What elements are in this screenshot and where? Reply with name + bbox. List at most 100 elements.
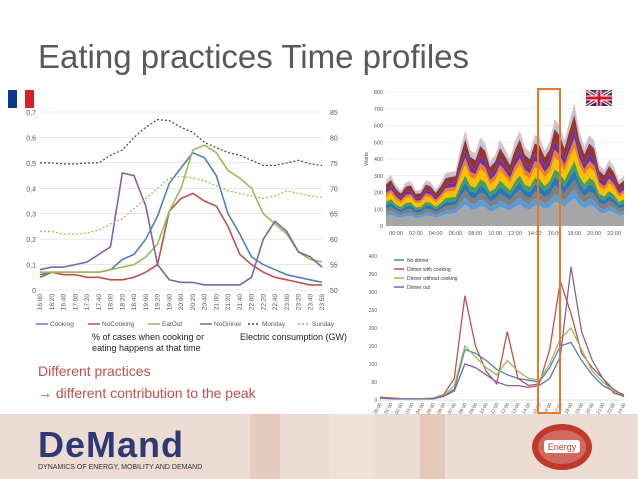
y-tick-label: 50	[371, 380, 377, 386]
series-line	[379, 341, 625, 400]
y2-tick-label: 50	[330, 288, 338, 295]
conclusion-line-1: Different practices	[38, 363, 151, 379]
x-tick-label: 20:00	[587, 231, 601, 237]
stacked-area-layer	[386, 189, 624, 218]
x-tick-label: 17:00	[72, 294, 79, 311]
y-tick-label: 0,7	[26, 110, 36, 117]
series-line-sunday	[40, 175, 323, 235]
y2-tick-label: 75	[330, 161, 338, 168]
y-tick-label: 0	[32, 288, 36, 295]
x-tick-label: 22:00	[606, 402, 617, 416]
france-caption-left: % of cases when cooking or eating happen…	[92, 332, 204, 354]
legend-label: Dinner without cooking	[407, 276, 458, 282]
x-tick-label: 23:20	[296, 294, 303, 311]
x-tick-label: 18:40	[131, 294, 138, 311]
x-tick-label: 08:00	[457, 402, 468, 416]
legend-label: Dinner out	[407, 285, 431, 291]
x-tick-label: 17:20	[84, 294, 91, 311]
series-line-monday	[40, 118, 323, 167]
legend-label: Dinner with cooking	[407, 267, 451, 273]
series-line-nocooking	[39, 192, 322, 286]
x-tick-label: 02:00	[394, 402, 405, 416]
x-tick-label: 07:00	[447, 402, 458, 416]
y2-tick-label: 80	[330, 135, 338, 142]
x-tick-label: 23:40	[307, 294, 314, 311]
x-tick-label: 14:00	[521, 402, 532, 416]
series-line	[379, 326, 625, 400]
legend-label: No dinner	[407, 258, 429, 264]
x-tick-label: 16:00	[542, 402, 553, 416]
france-time-profile-chart: 0 0,1 0,2 0,3 0,4 0,5 0,6 0,7 50 55 60 65 70 75 80 85 16…	[26, 110, 338, 328]
y-tick-label: 250	[369, 308, 378, 314]
series-line	[379, 280, 625, 400]
x-tick-label: 22:20	[260, 294, 267, 311]
x-tick-label: 18:00	[563, 402, 574, 416]
france-flag-icon	[8, 90, 34, 108]
x-tick-label: 18:00	[108, 294, 115, 311]
uk-watts-area-chart: 0 100 200 300 400 500 600 700 800 Watts 00:00 02:00…	[364, 90, 624, 237]
x-tick-label: 16:40	[61, 294, 68, 311]
legend-label: Monday	[262, 321, 286, 328]
x-tick-label: 12:00	[500, 402, 511, 416]
y-tick-label: 600	[374, 124, 383, 130]
series-line-eatout	[40, 144, 323, 273]
x-tick-label: 23:00	[617, 402, 628, 416]
x-tick-label: 22:40	[272, 294, 279, 311]
stacked-area-layer	[386, 108, 624, 194]
legend-label: NoCooking	[102, 321, 135, 328]
x-tick-label: 21:20	[225, 294, 232, 311]
x-tick-label: 19:20	[155, 294, 162, 311]
x-tick-label: 19:40	[166, 294, 173, 311]
x-tick-label: 04:00	[429, 231, 443, 237]
x-tick-label: 20:40	[202, 294, 209, 311]
x-tick-label: 20:00	[585, 402, 596, 416]
x-tick-label: 05:00	[426, 402, 437, 416]
y-tick-label: 300	[369, 290, 378, 296]
y-tick-label: 200	[374, 191, 383, 197]
series-line-nodinner	[39, 172, 323, 286]
stacked-area-layer	[386, 161, 624, 210]
demand-logo: DeMand DYNAMICS OF ENERGY, MOBILITY AND …	[38, 424, 218, 474]
y-tick-label: 300	[374, 174, 383, 180]
x-tick-label: 21:40	[237, 294, 244, 311]
x-tick-label: 19:00	[574, 402, 585, 416]
x-tick-label: 23:00	[284, 294, 291, 311]
footer-stripe	[250, 414, 280, 479]
x-tick-label: 04:00	[415, 402, 426, 416]
x-tick-label: 18:00	[567, 231, 581, 237]
y2-tick-label: 65	[330, 212, 338, 219]
x-tick-label: 23:59	[319, 294, 326, 311]
x-tick-label: 20:00	[178, 294, 185, 311]
x-tick-label: 14:00	[528, 231, 542, 237]
badge-text: Energy	[548, 442, 577, 452]
x-tick-label: 22:00	[249, 294, 256, 311]
stacked-area-layer	[386, 138, 624, 204]
x-tick-label: 08:00	[468, 231, 482, 237]
x-tick-label: 01:00	[383, 402, 394, 416]
y-tick-label: 0,5	[26, 161, 36, 168]
peak-highlight-box	[537, 88, 561, 414]
y-tick-label: 400	[374, 157, 383, 163]
x-tick-label: 22:00	[607, 231, 621, 237]
y-tick-label: 0	[380, 224, 383, 230]
y-tick-label: 0,6	[26, 135, 36, 142]
x-tick-label: 06:00	[436, 402, 447, 416]
x-tick-label: 11:00	[489, 402, 500, 415]
x-tick-label: 13:00	[510, 402, 521, 416]
series-line	[379, 266, 625, 400]
y-tick-label: 0,3	[26, 212, 36, 219]
y-tick-label: 0,4	[26, 186, 36, 193]
y-tick-label: 350	[369, 272, 378, 278]
x-tick-label: 20:20	[190, 294, 197, 311]
stacked-area-layer	[386, 169, 624, 213]
footer-stripe	[420, 414, 445, 479]
y-tick-label: 800	[374, 90, 383, 96]
y2-tick-label: 60	[330, 237, 338, 244]
caption-line-1: % of cases when cooking or	[92, 332, 205, 342]
y-tick-label: 100	[374, 207, 383, 213]
stacked-area-layer	[386, 103, 624, 192]
x-tick-label: 10:00	[479, 402, 490, 416]
y-tick-label: 700	[374, 107, 383, 113]
conclusion-text: Different practices → different contribu…	[38, 360, 256, 404]
uk-flag-icon	[586, 90, 612, 106]
